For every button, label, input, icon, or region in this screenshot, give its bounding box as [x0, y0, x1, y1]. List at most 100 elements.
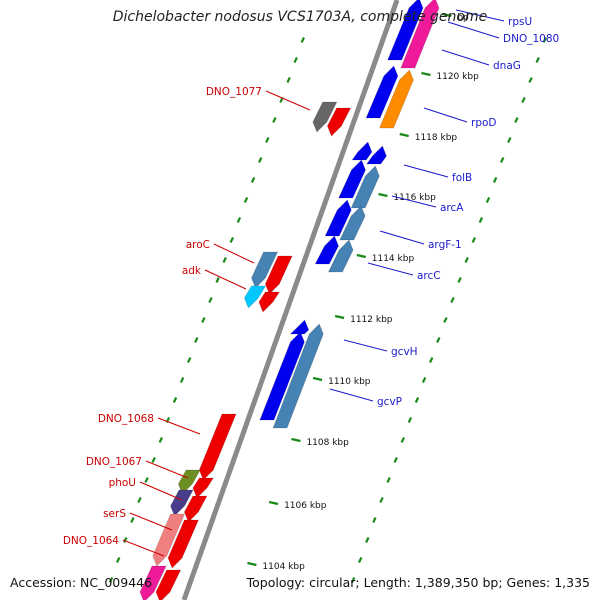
gene-label-aroC: aroC: [186, 239, 210, 251]
gene-label-dnaG: dnaG: [493, 60, 521, 72]
gene-label-gcvH: gcvH: [391, 346, 418, 358]
track-dot: [229, 237, 234, 243]
track-dot: [123, 537, 128, 543]
leader-line: [157, 417, 201, 435]
gene-block-arcC-2: [327, 239, 354, 273]
track-dot: [179, 377, 185, 383]
gene-block-DNO_1064-2: [155, 569, 182, 600]
tick-mark: [334, 314, 345, 320]
gene-block-adk: [243, 285, 267, 309]
gene-label-phoU: phoU: [109, 477, 136, 489]
tick-label: 1110 kbp: [328, 377, 371, 387]
leader-line: [213, 243, 255, 264]
gene-label-gcvP: gcvP: [377, 396, 402, 408]
track-dot: [187, 357, 192, 363]
track-dot: [421, 377, 427, 383]
track-dot: [215, 277, 220, 283]
gene-block-arcA: [337, 159, 367, 199]
track-dot: [208, 297, 213, 303]
track-dot: [542, 37, 547, 43]
gene-labels: rpsU DNO_1080 dnaG rpoD folB arcA argF-1 arcC gc…: [63, 9, 559, 557]
tick-label: bp: [457, 13, 469, 23]
track-dot: [272, 117, 277, 123]
gene-block-serS: [152, 513, 186, 567]
track-dot: [414, 397, 420, 403]
gene-label-arcA: arcA: [440, 202, 464, 214]
tick-mark: [268, 500, 279, 506]
gene-label-adk: adk: [182, 265, 202, 277]
gene-label-DNO_1067: DNO_1067: [86, 456, 142, 468]
track-dot: [286, 77, 291, 83]
gene-label-DNO_1077: DNO_1077: [206, 86, 262, 98]
track-dot: [386, 477, 391, 483]
leader-line: [122, 539, 165, 557]
track-dot: [137, 497, 142, 503]
genome-backbone: [181, 0, 400, 600]
track-dot: [492, 177, 498, 183]
gene-block-DNO_1080: [400, 0, 440, 69]
tick-mark: [421, 71, 431, 77]
leader-line: [265, 90, 311, 111]
track-dot: [144, 477, 149, 483]
track-dot: [172, 397, 178, 403]
gene-label-DNO_1068: DNO_1068: [98, 413, 154, 425]
gene-block-argF-1: [324, 199, 352, 237]
gene-block-phoU-2: [183, 495, 208, 523]
tick-label: 1120 kbp: [436, 72, 479, 82]
track-dot: [293, 57, 298, 63]
gene-block-DNO_1077: [312, 101, 338, 133]
leader-line: [379, 230, 425, 245]
gene-block-gcvP: [259, 331, 305, 421]
tick-label: 1116 kbp: [393, 193, 436, 203]
gene-block-DNO_1068: [198, 413, 237, 481]
track-dot: [443, 317, 448, 323]
tick-mark: [312, 376, 323, 382]
track-dot: [222, 257, 227, 263]
track-dot: [350, 577, 356, 583]
track-dot: [201, 317, 206, 323]
track-dot: [429, 357, 434, 363]
gene-block-aroC: [250, 251, 279, 289]
track-dot: [130, 517, 135, 523]
tick-label: 1106 kbp: [284, 501, 327, 511]
tick-label: 1118 kbp: [415, 133, 458, 143]
track-dot: [365, 537, 370, 543]
tick-mark: [378, 192, 388, 198]
track-dot: [436, 337, 441, 343]
gene-label-DNO_1064: DNO_1064: [63, 535, 119, 547]
leader-line: [329, 388, 374, 402]
track-dot: [514, 117, 519, 123]
gene-block-DNO_1067-2: [192, 477, 215, 499]
tick-mark: [291, 437, 301, 443]
leader-line: [204, 269, 247, 290]
track-dot: [358, 557, 363, 563]
gene-block-rpoD: [378, 69, 414, 129]
track-dot: [250, 177, 256, 183]
track-dot: [194, 337, 199, 343]
track-dot: [464, 257, 469, 263]
tick-label: 1104 kbp: [262, 562, 305, 572]
gene-block-argF-1-2: [339, 205, 366, 241]
gene-block-dnaG: [365, 65, 399, 119]
gene-label-arcC: arcC: [417, 270, 441, 282]
track-dot: [258, 157, 263, 163]
leader-line: [343, 339, 388, 352]
leader-line: [367, 262, 414, 276]
gene-block-gcvH: [289, 319, 310, 335]
track-dot: [521, 97, 526, 103]
gene-block-adk-2: [258, 291, 281, 313]
gene-block-rpsU: [386, 0, 424, 61]
position-ticks: 1104 kbp 1106 kbp 1108 kbp 1110 kbp 1112 kbp…: [247, 12, 479, 572]
leader-line: [423, 107, 468, 123]
tick-mark: [356, 253, 367, 259]
gene-block-phoU: [169, 489, 194, 517]
track-dot: [108, 577, 114, 583]
gene-label-rpsU: rpsU: [508, 16, 532, 28]
track-dot: [151, 457, 156, 463]
gene-block-arcC: [314, 235, 340, 265]
track-dot: [485, 197, 491, 203]
gene-label-folB: folB: [452, 172, 472, 184]
track-dot: [300, 37, 305, 43]
gene-features: [139, 0, 440, 600]
